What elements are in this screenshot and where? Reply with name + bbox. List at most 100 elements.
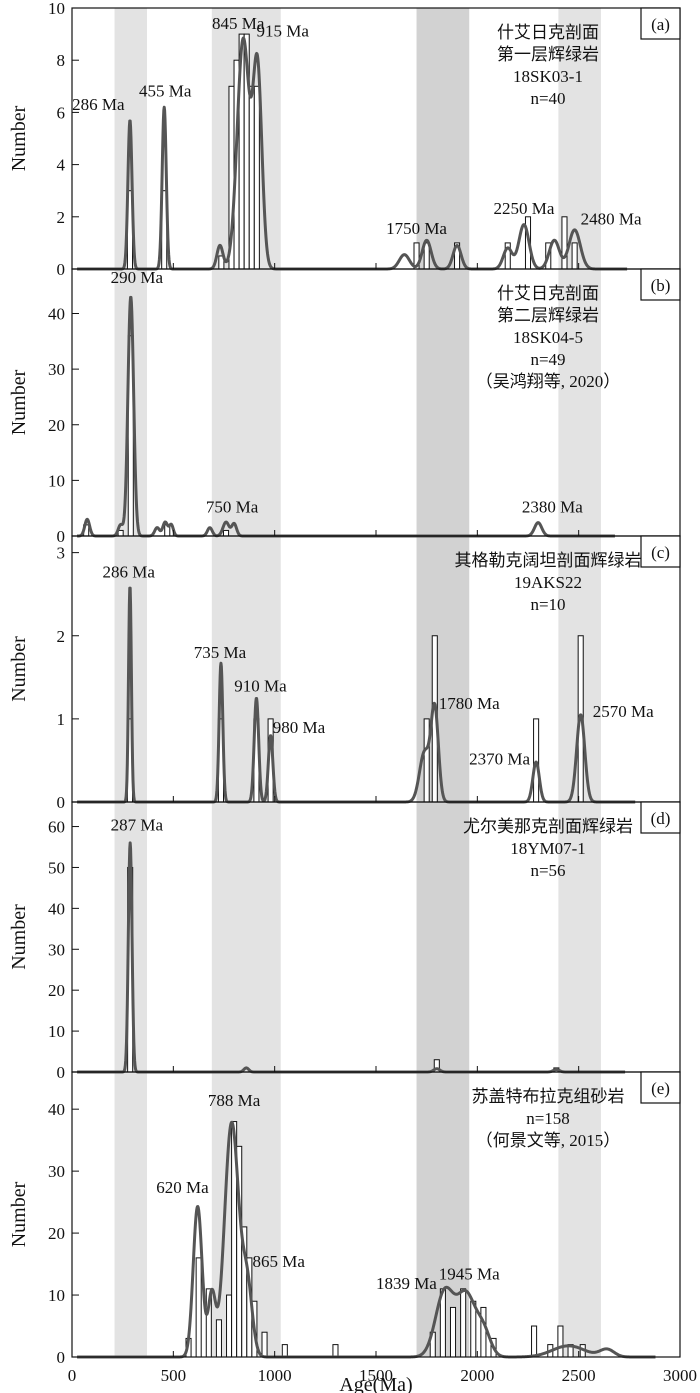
- panel-letter-box: [640, 268, 681, 301]
- peak-age-label: 980 Ma: [273, 718, 326, 737]
- histogram-bars: [127, 866, 560, 1073]
- peak-age-label: 788 Ma: [208, 1091, 261, 1110]
- peak-age-label: 915 Ma: [257, 22, 310, 41]
- histogram-bar: [423, 718, 430, 803]
- histogram-bars: [126, 33, 578, 270]
- sample-info-line: 苏盖特布拉克组砂岩: [472, 1087, 625, 1106]
- histogram-bar: [531, 1325, 538, 1358]
- peak-age-label: 750 Ma: [206, 498, 259, 517]
- sample-info-line: 18SK03-1: [513, 67, 583, 86]
- histogram-bar: [253, 85, 260, 270]
- sample-info-line: 第一层辉绿岩: [497, 45, 599, 64]
- histogram-bar: [557, 1325, 564, 1358]
- peak-age-label: 2250 Ma: [493, 199, 554, 218]
- peak-age-label: 455 Ma: [139, 82, 192, 101]
- shaded-age-bands: [114, 8, 601, 1357]
- x-axis: 0 500 1000 1500 2000 2500 3000 Age(Ma): [68, 1366, 697, 1393]
- peak-age-label: 910 Ma: [234, 676, 287, 695]
- y-tick-label: 40: [48, 899, 65, 918]
- panel-letter: (c): [651, 543, 670, 562]
- y-axis-label: Number: [8, 1181, 30, 1247]
- panel-letter: (e): [651, 1079, 670, 1098]
- y-tick-label: 0: [57, 1348, 66, 1367]
- y-axis-label: Number: [8, 369, 30, 435]
- x-tick-label: 2500: [562, 1366, 596, 1385]
- y-tick-label: 10: [48, 1022, 65, 1041]
- sample-info-line: n=10: [530, 595, 565, 614]
- y-axis: 0 10 20 30 40 50 60 Number: [8, 818, 79, 1082]
- y-tick-label: 0: [57, 260, 66, 279]
- histogram-bar: [561, 216, 568, 270]
- y-tick-label: 8: [57, 51, 66, 70]
- sample-info-line: （何景文等, 2015）: [476, 1131, 621, 1150]
- y-tick-label: 4: [57, 156, 66, 175]
- peak-age-label: 1945 Ma: [439, 1265, 500, 1284]
- probability-density-curve: [75, 586, 637, 804]
- x-tick-label: 3000: [663, 1366, 697, 1385]
- peak-age-label: 735 Ma: [194, 643, 247, 662]
- y-tick-label: 2: [57, 627, 66, 646]
- panel-letter: (a): [651, 15, 670, 34]
- sample-info-line: 19AKS22: [514, 573, 582, 592]
- y-tick-label: 3: [57, 544, 66, 563]
- histogram-bar: [533, 718, 540, 803]
- y-tick-label: 30: [48, 1162, 65, 1181]
- y-axis: 0 1 2 3 Number: [8, 544, 79, 812]
- y-tick-label: 0: [57, 1063, 66, 1082]
- peak-age-label: 2370 Ma: [469, 750, 530, 769]
- histogram-bar: [281, 1344, 288, 1358]
- x-tick-label: 0: [68, 1366, 77, 1385]
- y-axis-label: Number: [8, 636, 30, 702]
- y-tick-label: 0: [57, 793, 66, 812]
- histogram-bar: [222, 529, 230, 537]
- y-axis: 0 10 20 30 40 Number: [8, 305, 79, 546]
- histogram-bar: [480, 1306, 487, 1358]
- y-tick-label: 2: [57, 208, 66, 227]
- y-axis-label: Number: [8, 105, 30, 171]
- histogram-bar: [195, 1257, 202, 1358]
- sample-info-line: 尤尔美那克剖面辉绿岩: [463, 817, 633, 836]
- histogram-bar: [215, 1319, 222, 1358]
- y-tick-label: 20: [48, 981, 65, 1000]
- panel-e: 0 10 20 30 40 Number (e) 苏盖特布拉克组砂岩 n=158 （何景文等, 2…: [8, 1071, 681, 1367]
- peak-age-label: 286 Ma: [72, 95, 125, 114]
- y-tick-label: 40: [48, 305, 65, 324]
- shaded-band-3: [416, 8, 470, 1357]
- sample-info-line: n=49: [530, 350, 565, 369]
- peak-age-label: 2570 Ma: [593, 702, 654, 721]
- sample-info-line: 什艾日克剖面: [497, 23, 599, 42]
- histogram-bar: [460, 1288, 467, 1358]
- histogram-bar: [449, 1306, 457, 1358]
- sample-info-line: n=158: [526, 1109, 570, 1128]
- peak-age-label: 287 Ma: [111, 816, 164, 835]
- panel-letter: (d): [651, 809, 671, 828]
- peak-age-label: 1750 Ma: [386, 219, 447, 238]
- sample-info-line: n=40: [530, 89, 565, 108]
- y-axis: 0 10 20 30 40 Number: [8, 1100, 79, 1367]
- sample-info-line: （吴鸿翔等, 2020）: [476, 372, 621, 391]
- histogram-bar: [571, 242, 578, 270]
- panel-letter: (b): [651, 276, 671, 295]
- peak-age-label: 1839 Ma: [376, 1274, 437, 1293]
- sample-info-line: 其格勒克阔坦剖面辉绿岩: [455, 551, 642, 570]
- y-tick-label: 1: [57, 710, 66, 729]
- panel-letter-box: [640, 1071, 681, 1104]
- sample-info-line: 第二层辉绿岩: [497, 306, 599, 325]
- peak-age-label: 845 Ma: [212, 14, 265, 33]
- sample-info-line: 18SK04-5: [513, 328, 583, 347]
- sample-info-line: 18YM07-1: [510, 839, 586, 858]
- peak-age-label: 290 Ma: [111, 268, 164, 287]
- panel-letter-box: [640, 535, 681, 568]
- y-tick-label: 60: [48, 818, 65, 837]
- sample-info-line: n=56: [530, 861, 565, 880]
- y-tick-label: 0: [57, 527, 66, 546]
- histogram-bar: [226, 1294, 233, 1358]
- x-axis-label: Age(Ma): [339, 1374, 412, 1393]
- peak-age-label: 620 Ma: [156, 1178, 209, 1197]
- peak-age-label: 2380 Ma: [522, 498, 583, 517]
- y-tick-label: 20: [48, 416, 65, 435]
- y-axis: 0 2 4 6 8 10 Number: [8, 0, 79, 279]
- peak-age-label: 1780 Ma: [439, 694, 500, 713]
